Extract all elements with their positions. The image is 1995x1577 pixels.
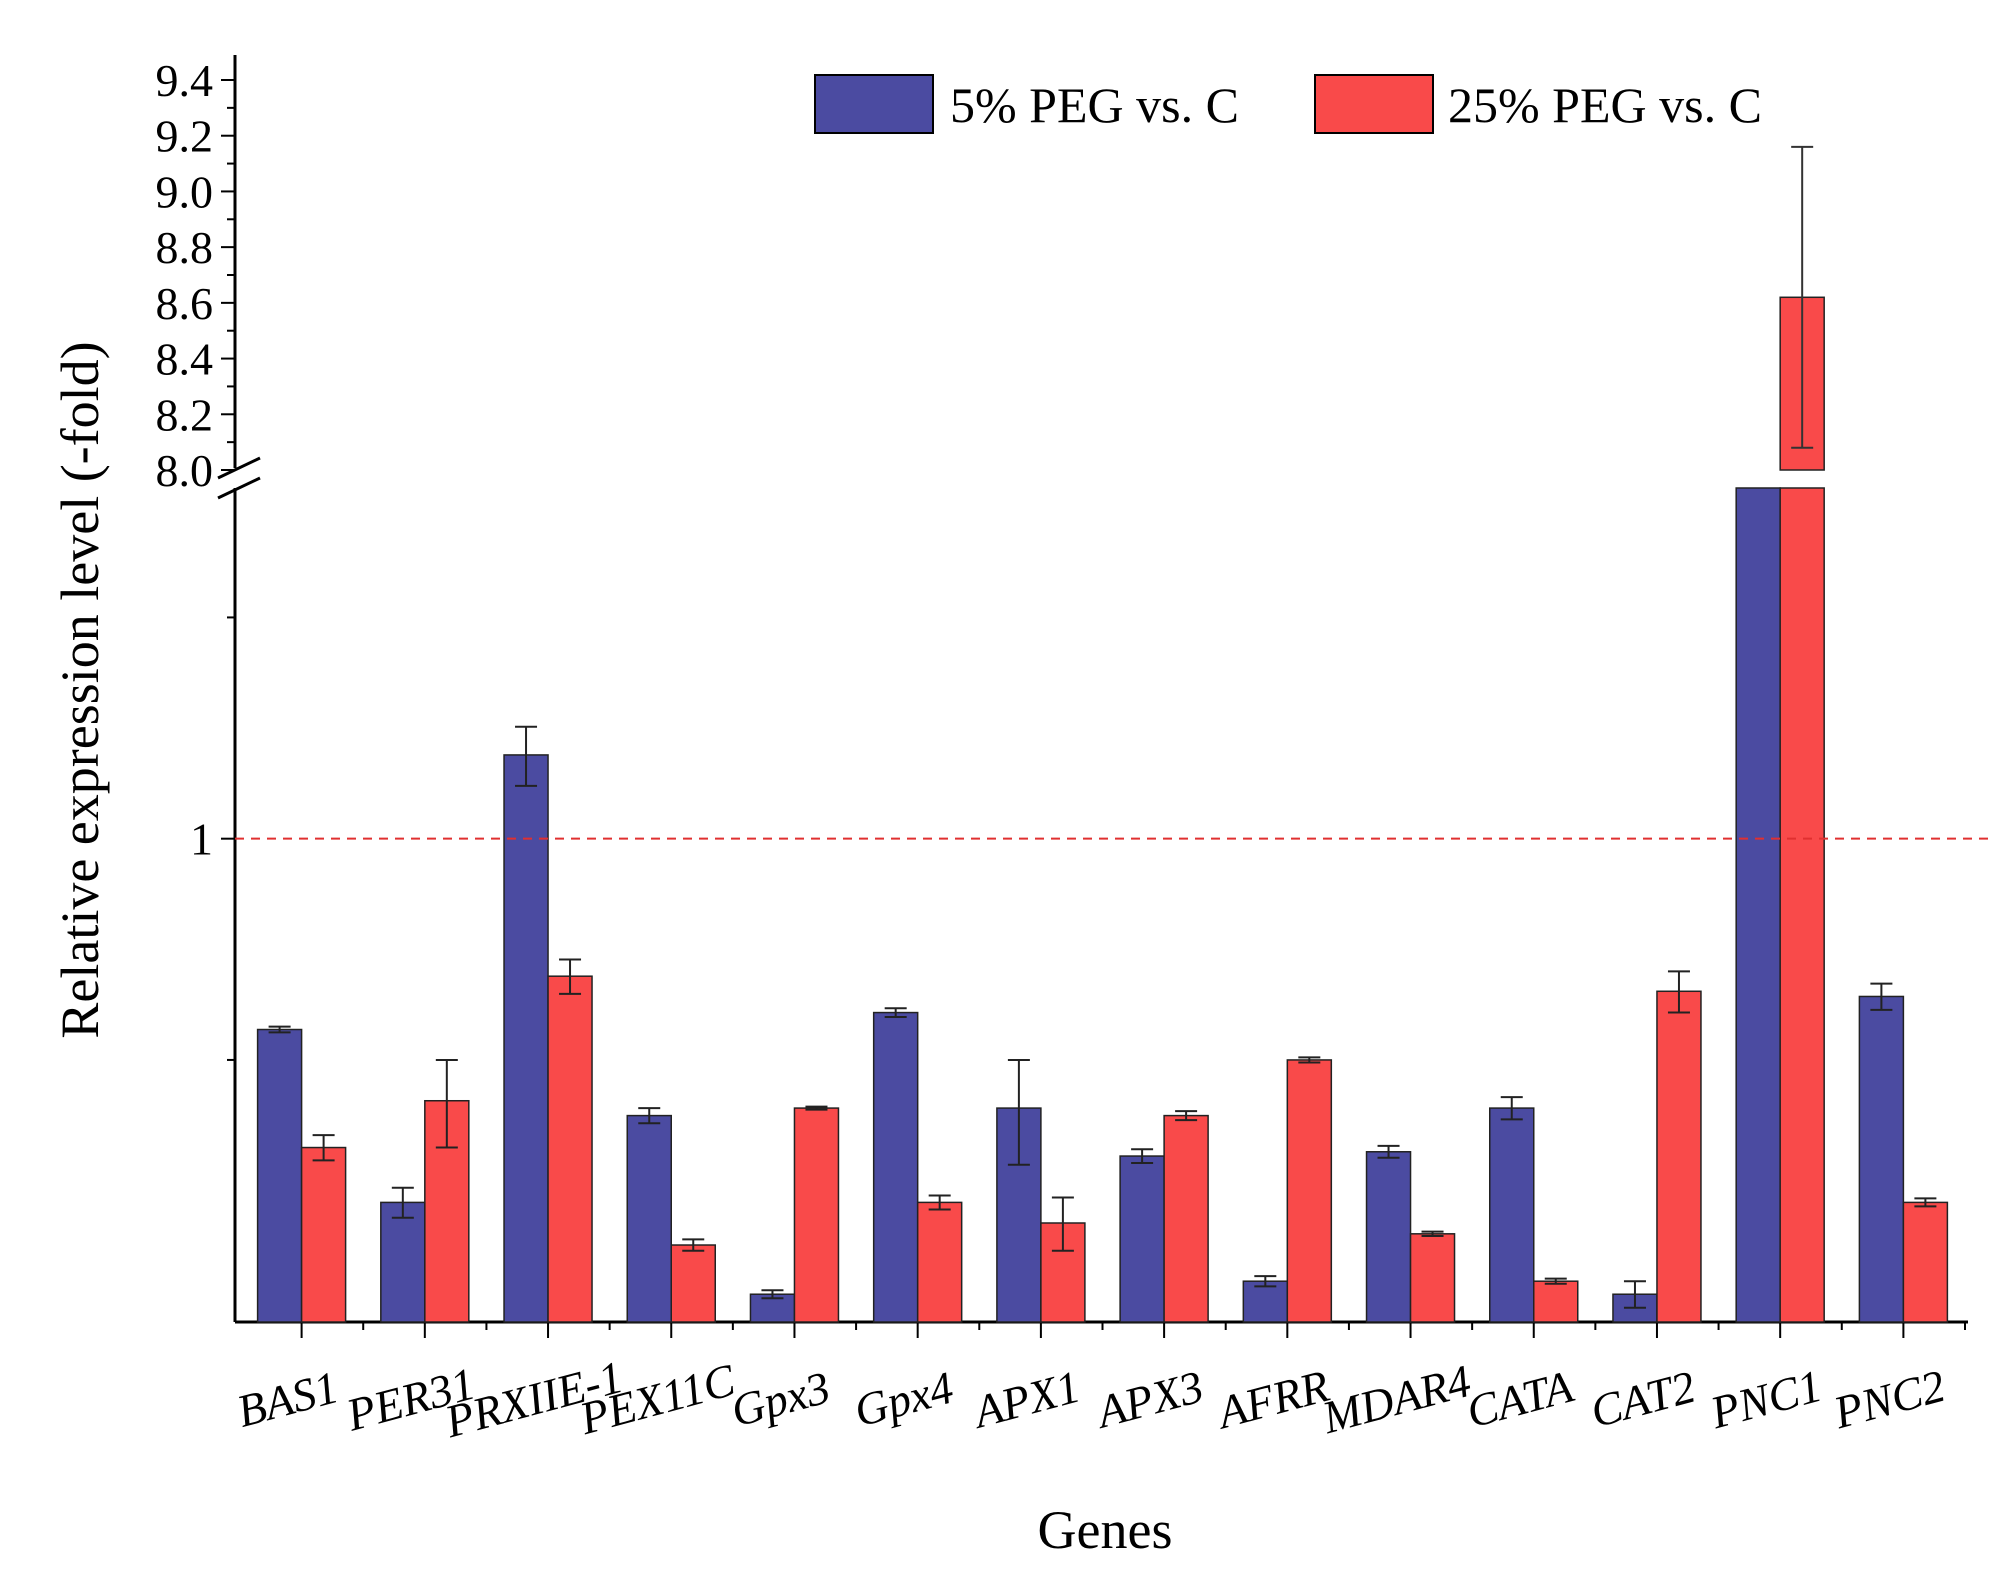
error-bar (1254, 1275, 1277, 1288)
error-bar (1007, 1058, 1030, 1166)
x-axis-ticks (300, 1322, 1966, 1338)
error-bar (1667, 970, 1690, 1014)
bar (916, 1201, 963, 1323)
error-bars (268, 145, 1937, 1309)
x-tick-label: BAS1 (232, 1361, 344, 1437)
bar (256, 1028, 303, 1323)
bar (626, 1114, 672, 1323)
error-bar (268, 1025, 291, 1034)
error-bar (1175, 1110, 1198, 1122)
legend-label-5-peg: 5% PEG vs. C (950, 77, 1239, 133)
error-bar (312, 1134, 335, 1162)
bar (1779, 487, 1825, 1323)
y-axis-upper-ticks: 8.08.28.48.68.89.09.29.4 (156, 55, 235, 496)
error-bar (515, 725, 538, 787)
bar (1163, 1114, 1209, 1323)
axis-break-mark-2 (217, 476, 261, 500)
y-tick-label-upper: 9.4 (156, 55, 214, 106)
y-axis-lower-ticks: 1 (190, 616, 235, 1061)
error-bar (638, 1107, 661, 1125)
bar (424, 1099, 470, 1323)
x-tick-label: CATA (1461, 1360, 1579, 1437)
error-bar (1500, 1096, 1523, 1121)
x-tick-label: MDAR4 (1316, 1355, 1476, 1444)
error-bar (761, 1289, 784, 1300)
bar (1489, 1107, 1535, 1323)
x-tick-label: Gpx4 (849, 1362, 958, 1437)
x-tick-label: AFRR (1210, 1360, 1335, 1439)
y-tick-label-lower: 1 (190, 814, 213, 865)
error-bar (1791, 145, 1814, 449)
bar (1858, 995, 1905, 1323)
y-tick-label-upper: 8.2 (156, 389, 214, 440)
bar (1409, 1233, 1456, 1323)
y-axis (217, 55, 261, 1322)
error-bar (682, 1238, 705, 1252)
bar (1365, 1151, 1412, 1323)
error-bar (559, 958, 582, 995)
error-bar (1421, 1230, 1444, 1238)
bar (547, 975, 593, 1323)
bar (1533, 1280, 1579, 1323)
error-bar (928, 1194, 951, 1211)
x-tick-label: APX1 (966, 1361, 1086, 1439)
bar (1656, 990, 1702, 1323)
x-tick-label: PNC2 (1827, 1360, 1950, 1439)
y-tick-label-upper: 9.2 (156, 111, 214, 162)
bar (793, 1107, 840, 1323)
y-tick-label-upper: 8.8 (156, 222, 214, 273)
bar (1902, 1201, 1949, 1323)
bar (300, 1146, 347, 1323)
y-tick-label-upper: 8.6 (156, 278, 214, 329)
axis-break-mark-1 (217, 456, 261, 480)
error-bar (1914, 1197, 1937, 1208)
error-bar (1623, 1280, 1646, 1309)
error-bar (1298, 1056, 1321, 1064)
error-bar (1377, 1144, 1400, 1159)
x-axis-title: Genes (1038, 1500, 1173, 1560)
error-bar (805, 1105, 828, 1111)
bar (872, 1011, 919, 1323)
error-bar (1131, 1148, 1154, 1165)
error-bar (1051, 1196, 1074, 1252)
error-bar (391, 1186, 414, 1219)
error-bar (1544, 1277, 1567, 1285)
legend-label-25-peg: 25% PEG vs. C (1448, 77, 1762, 133)
error-bar (1870, 982, 1893, 1011)
bars (256, 296, 1949, 1323)
x-tick-label: Gpx3 (726, 1362, 835, 1437)
y-tick-label-upper: 8.0 (156, 445, 214, 496)
error-bar (435, 1058, 458, 1149)
x-tick-label: PNC1 (1704, 1360, 1827, 1439)
bar (670, 1244, 716, 1323)
legend-swatch-25-peg (1314, 74, 1434, 134)
error-bar (884, 1007, 907, 1018)
bar (1735, 487, 1781, 1323)
bar (503, 754, 549, 1323)
y-tick-label-upper: 8.4 (156, 334, 214, 385)
y-axis-title: Relative expression level (-fold) (50, 341, 110, 1038)
legend-swatch-5-peg (814, 74, 934, 134)
y-tick-label-upper: 9.0 (156, 166, 214, 217)
bar (380, 1201, 426, 1323)
x-tick-label: CAT2 (1585, 1361, 1700, 1438)
bar (1286, 1059, 1333, 1323)
x-tick-label: APX3 (1089, 1361, 1209, 1439)
legend: 5% PEG vs. C 25% PEG vs. C (814, 74, 1762, 134)
bar (1119, 1155, 1165, 1323)
